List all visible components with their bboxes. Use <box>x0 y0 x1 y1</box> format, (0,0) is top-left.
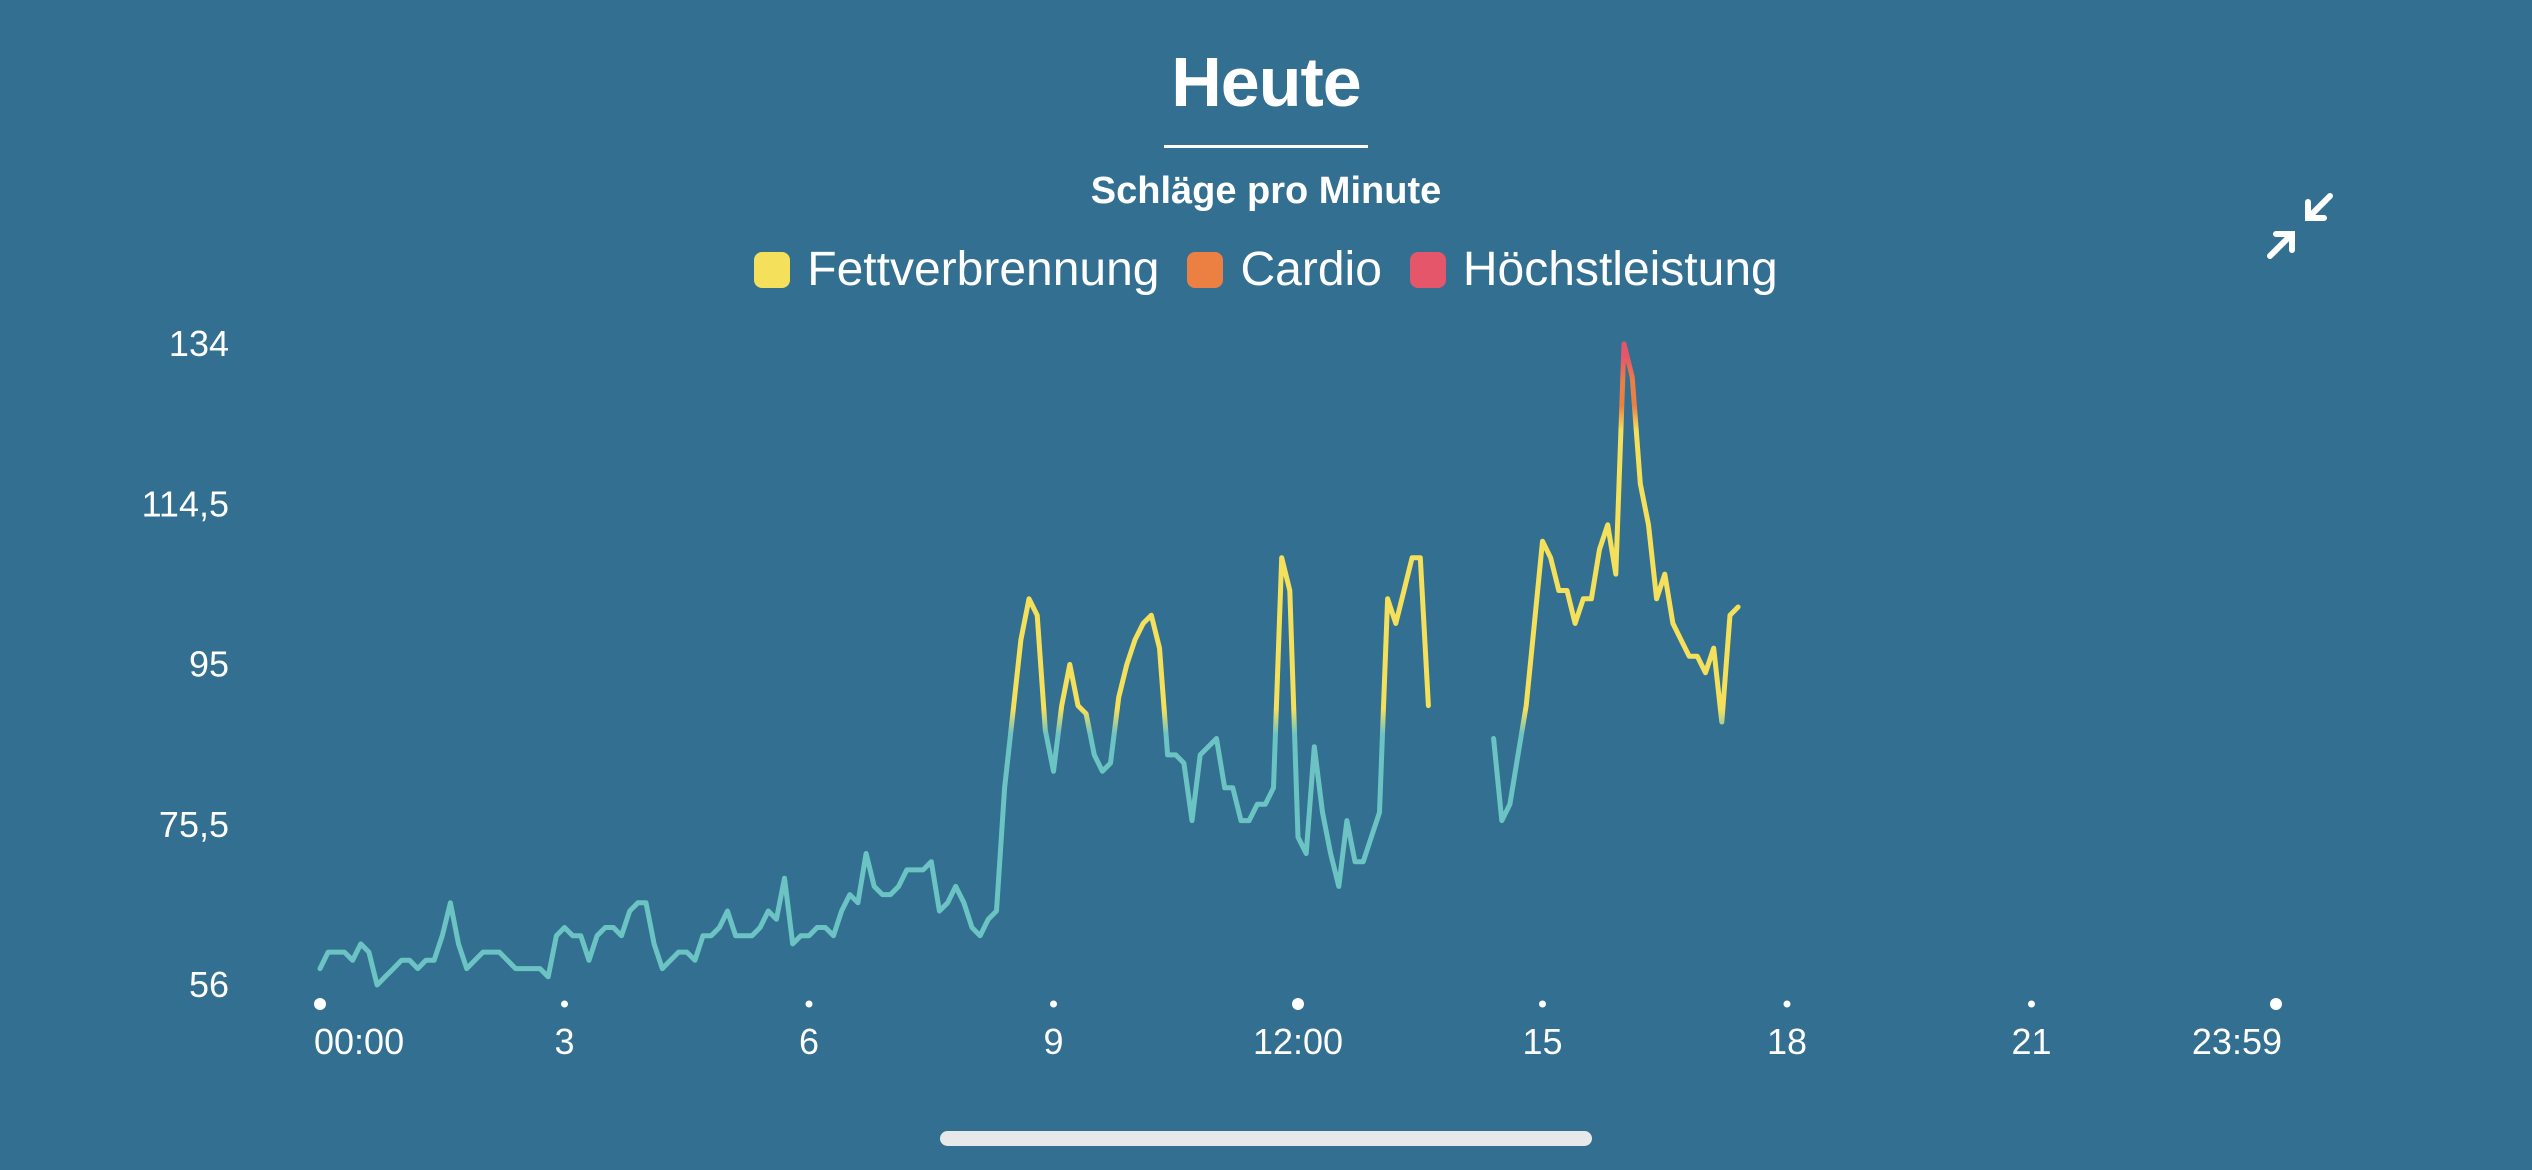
collapse-arrows-icon <box>2267 193 2333 259</box>
y-tick-label: 56 <box>189 964 229 1005</box>
x-tick-label: 6 <box>799 1021 819 1062</box>
x-tick-label: 9 <box>1043 1021 1063 1062</box>
x-tick-dot <box>1783 1000 1791 1008</box>
heart-rate-line-segment-2 <box>1491 341 1741 824</box>
y-tick-label: 75,5 <box>159 804 229 845</box>
title-underline <box>1164 145 1368 148</box>
x-tick-label: 15 <box>1522 1021 1562 1062</box>
legend-item-fettverbrennung: Fettverbrennung <box>754 242 1159 297</box>
legend-item-hoechstleistung: Höchstleistung <box>1409 242 1778 297</box>
legend-label-hoechstleistung: Höchstleistung <box>1462 243 1778 296</box>
legend-swatch-hoechstleistung <box>1409 251 1446 288</box>
heart-rate-line-segment-1 <box>317 555 1431 988</box>
x-tick-dot <box>1292 998 1304 1010</box>
y-tick-label: 134 <box>169 323 229 364</box>
y-axis: 134 114,5 95 75,5 56 <box>142 323 229 1005</box>
x-tick-dot <box>1050 1000 1057 1008</box>
x-tick-label: 23:59 <box>2192 1021 2282 1062</box>
x-tick-dot <box>2028 1000 2035 1008</box>
x-tick-label: 00:00 <box>314 1021 404 1062</box>
x-axis: 00:00 3 6 9 12:00 15 18 21 23:59 <box>314 998 2282 1062</box>
x-tick-dot <box>1539 1000 1546 1008</box>
chart-legend: Fettverbrennung Cardio Höchstleistung <box>0 242 2532 297</box>
y-tick-label: 95 <box>189 644 229 685</box>
x-tick-dot <box>314 998 326 1010</box>
x-tick-dot <box>805 1000 813 1008</box>
legend-item-cardio: Cardio <box>1187 242 1382 297</box>
legend-swatch-fettverbrennung <box>754 251 791 288</box>
legend-label-cardio: Cardio <box>1240 243 1382 296</box>
heart-rate-chart: 134 114,5 95 75,5 56 00:00 3 6 9 12:00 15 18 21 23:5… <box>142 323 2282 1062</box>
chart-subtitle: Schläge pro Minute <box>1090 170 1442 212</box>
x-tick-dot <box>561 1000 568 1008</box>
x-tick-label: 21 <box>2011 1021 2051 1062</box>
home-indicator[interactable] <box>940 1131 1592 1146</box>
x-tick-label: 12:00 <box>1253 1021 1343 1062</box>
collapse-button[interactable] <box>2264 190 2336 262</box>
plot-area <box>317 341 1741 988</box>
chart-title: Heute <box>1171 43 1361 121</box>
legend-label-fettverbrennung: Fettverbrennung <box>807 243 1160 296</box>
x-tick-label: 3 <box>554 1021 574 1062</box>
x-tick-label: 18 <box>1767 1021 1807 1062</box>
y-tick-label: 114,5 <box>142 483 229 524</box>
x-tick-dot <box>2270 998 2282 1010</box>
legend-swatch-cardio <box>1187 251 1224 288</box>
